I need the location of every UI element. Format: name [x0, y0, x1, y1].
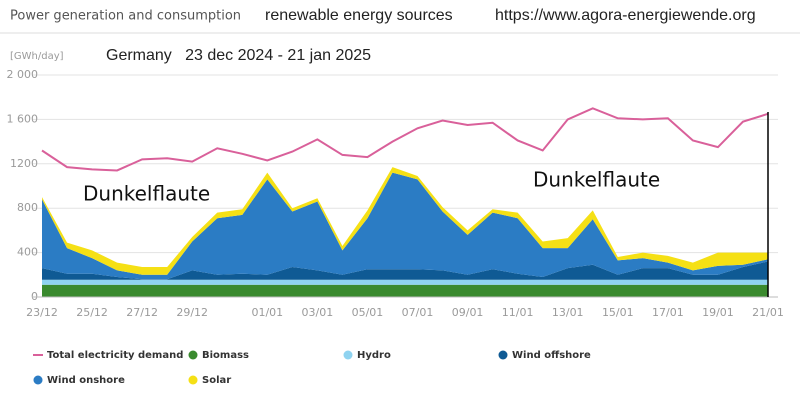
- legend-marker: [188, 350, 198, 360]
- y-tick-label: 400: [17, 246, 38, 259]
- area: [42, 279, 768, 285]
- x-tick-label: 29/12: [176, 306, 208, 319]
- legend-marker: [498, 350, 508, 360]
- line: [41, 107, 769, 172]
- legend-marker: [188, 375, 198, 385]
- area: [42, 261, 768, 280]
- y-tick-label: 1200: [10, 157, 38, 170]
- x-tick-label: 05/01: [352, 306, 384, 319]
- annotation: Dunkelflaute: [83, 182, 210, 206]
- x-tick-label: 21/01: [752, 306, 784, 319]
- x-tick-label: 23/12: [26, 306, 58, 319]
- subtitle: Germany 23 dec 2024 - 21 jan 2025: [106, 47, 371, 64]
- x-tick-label: 15/01: [602, 306, 634, 319]
- source: https://www.agora-energiewende.org: [495, 7, 756, 24]
- header: Power generation and consumption: [10, 9, 241, 24]
- y-tick-label: 800: [17, 201, 38, 214]
- chart-title: renewable energy sources: [265, 7, 453, 24]
- y-tick-label: 1 600: [7, 112, 39, 125]
- area: [42, 167, 768, 275]
- x-tick-label: 11/01: [502, 306, 534, 319]
- x-tick-label: 13/01: [552, 306, 584, 319]
- legend-label: Wind onshore: [47, 375, 125, 386]
- area: [42, 172, 768, 280]
- x-tick-label: 25/12: [76, 306, 108, 319]
- x-tick-label: 01/01: [251, 306, 283, 319]
- legend-marker: [343, 350, 353, 360]
- x-tick-label: 19/01: [702, 306, 734, 319]
- x-tick-label: 07/01: [402, 306, 434, 319]
- x-tick-label: 27/12: [126, 306, 158, 319]
- legend-marker: [33, 375, 43, 385]
- legend-label: Solar: [202, 375, 231, 386]
- x-tick-label: 03/01: [302, 306, 334, 319]
- legend-label: Hydro: [357, 350, 391, 361]
- area: [42, 284, 768, 297]
- x-tick-label: 17/01: [652, 306, 684, 319]
- annotation: Dunkelflaute: [533, 168, 660, 192]
- legend-label: Total electricity demand: [47, 350, 183, 361]
- x-tick-label: 09/01: [452, 306, 484, 319]
- legend-label: Biomass: [202, 350, 249, 361]
- y-tick-label: 2 000: [7, 68, 39, 81]
- legend-label: Wind offshore: [512, 350, 591, 361]
- y-axis-label: [GWh/day]: [10, 51, 64, 62]
- legend: Total electricity demand Biomass Hydro Wind…: [33, 350, 591, 386]
